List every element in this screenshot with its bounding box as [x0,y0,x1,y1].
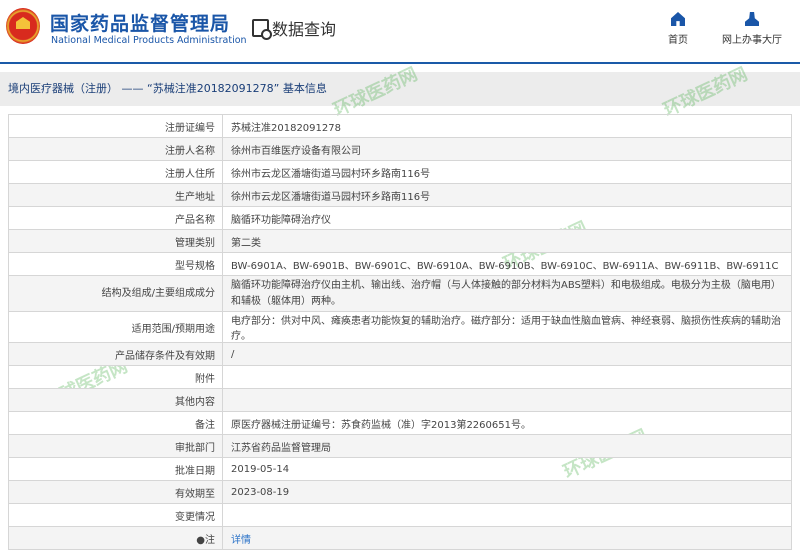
table-row: 审批部门 江苏省药品监督管理局 [8,434,792,458]
row-label: 变更情况 [8,503,223,527]
table-row: 产品储存条件及有效期 / [8,342,792,366]
site-subtitle: National Medical Products Administration [51,35,247,46]
table-row: 生产地址 徐州市云龙区潘塘街道马园村环乡路南116号 [8,183,792,207]
row-value: 详情 [222,526,792,550]
details-link[interactable]: 详情 [231,534,251,546]
row-label: 有效期至 [8,480,223,504]
row-label: 适用范围/预期用途 [8,311,223,343]
row-value: 脑循环功能障碍治疗仪由主机、输出线、治疗帽（与人体接触的部分材料为ABS塑料）和… [222,275,792,312]
row-label: 产品储存条件及有效期 [8,342,223,366]
table-row: 备注 原医疗器械注册证编号：苏食药监械（准）字2013第2260651号。 [8,411,792,435]
row-value: 2019-05-14 [222,457,792,481]
nav-home[interactable]: 首页 [668,12,688,46]
row-value: 2023-08-19 [222,480,792,504]
row-value: 苏械注准20182091278 [222,114,792,138]
row-label: 审批部门 [8,434,223,458]
site-title: 国家药品监督管理局 [50,13,231,35]
nav-online-hall-label: 网上办事大厅 [722,35,782,46]
home-icon [671,12,685,26]
table-row: 管理类别 第二类 [8,229,792,253]
row-value [222,365,792,389]
row-value [222,388,792,412]
row-label: 注册人住所 [8,160,223,184]
row-label: 结构及组成/主要组成成分 [8,275,223,312]
table-row: 注册人住所 徐州市云龙区潘塘街道马园村环乡路南116号 [8,160,792,184]
row-label: 管理类别 [8,229,223,253]
row-value: BW-6901A、BW-6901B、BW-6901C、BW-6910A、BW-6… [222,252,792,276]
row-value: 脑循环功能障碍治疗仪 [222,206,792,230]
row-value: 徐州市百维医疗设备有限公司 [222,137,792,161]
row-value: 徐州市云龙区潘塘街道马园村环乡路南116号 [222,160,792,184]
row-label: 注册人名称 [8,137,223,161]
national-emblem-logo [6,8,40,44]
breadcrumb: 境内医疗器械（注册） —— “苏械注准20182091278” 基本信息 [0,72,800,106]
row-value: 原医疗器械注册证编号：苏食药监械（准）字2013第2260651号。 [222,411,792,435]
row-label: 产品名称 [8,206,223,230]
nav-home-label: 首页 [668,35,688,46]
row-label: 生产地址 [8,183,223,207]
row-value: / [222,342,792,366]
row-value: 徐州市云龙区潘塘街道马园村环乡路南116号 [222,183,792,207]
table-row: 注册证编号 苏械注准20182091278 [8,114,792,138]
row-value: 电疗部分：供对中风、瘫痪患者功能恢复的辅助治疗。磁疗部分：适用于缺血性脑血管病、… [222,311,792,343]
data-query-label: 数据查询 [272,20,337,39]
table-row: 批准日期 2019-05-14 [8,457,792,481]
row-label: 型号规格 [8,252,223,276]
table-row: 附件 [8,365,792,389]
search-document-icon [252,19,272,40]
table-row: 变更情况 [8,503,792,527]
user-icon [745,12,759,26]
site-header: 国家药品监督管理局 National Medical Products Admi… [0,0,800,64]
table-row: 注册人名称 徐州市百维医疗设备有限公司 [8,137,792,161]
row-label: 备注 [8,411,223,435]
device-info-table: 注册证编号 苏械注准20182091278 注册人名称 徐州市百维医疗设备有限公司 注册… [8,114,792,550]
table-row: ●注 详情 [8,526,792,550]
row-label: ●注 [8,526,223,550]
table-row: 有效期至 2023-08-19 [8,480,792,504]
nav-online-hall[interactable]: 网上办事大厅 [722,12,782,46]
row-label: 其他内容 [8,388,223,412]
row-label: 批准日期 [8,457,223,481]
table-row: 产品名称 脑循环功能障碍治疗仪 [8,206,792,230]
data-query-heading: 数据查询 [252,16,336,40]
row-value: 江苏省药品监督管理局 [222,434,792,458]
table-row: 其他内容 [8,388,792,412]
table-row: 适用范围/预期用途 电疗部分：供对中风、瘫痪患者功能恢复的辅助治疗。磁疗部分：适用… [8,311,792,343]
table-row: 型号规格 BW-6901A、BW-6901B、BW-6901C、BW-6910A、… [8,252,792,276]
row-value: 第二类 [222,229,792,253]
table-row: 结构及组成/主要组成成分 脑循环功能障碍治疗仪由主机、输出线、治疗帽（与人体接触的… [8,275,792,312]
row-label: 注册证编号 [8,114,223,138]
row-label: 附件 [8,365,223,389]
row-value [222,503,792,527]
